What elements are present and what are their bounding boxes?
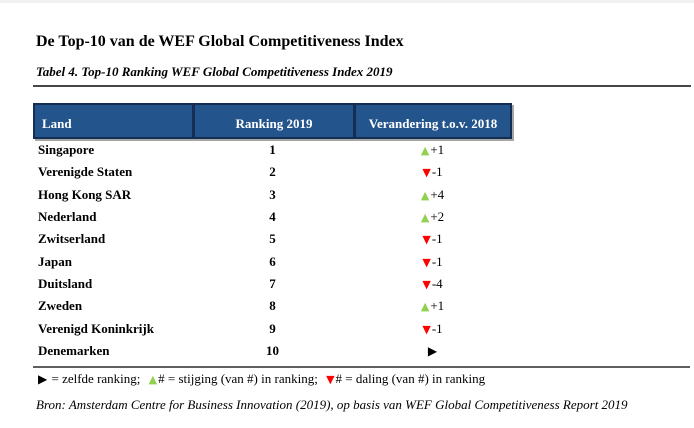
change-cell: ▶: [353, 343, 512, 359]
legend-text: # = daling (van #) in ranking: [335, 371, 486, 386]
table-bottom-rule: [33, 366, 690, 368]
up-triangle-icon: ▲: [420, 144, 430, 158]
country-cell: Japan: [38, 253, 72, 269]
change-cell: ▲+1: [353, 298, 512, 314]
country-cell: Zwitserland: [38, 231, 106, 247]
ranking-cell: 3: [269, 186, 276, 202]
up-triangle-icon: ▲: [420, 300, 430, 314]
ranking-cell: 4: [269, 209, 276, 225]
column-header-ranking-2019: Ranking 2019: [192, 105, 353, 137]
table-caption: Tabel 4. Top-10 Ranking WEF Global Compe…: [36, 64, 393, 79]
country-cell: Zweden: [38, 298, 83, 314]
country-cell: Verenigde Staten: [38, 164, 133, 180]
column-header-land: Land: [42, 116, 72, 131]
table-row: Nederland 4 ▲+2: [33, 206, 512, 228]
table-row: Verenigd Koninkrijk 9 ▼-1: [33, 317, 512, 339]
change-cell: ▼-4: [353, 276, 512, 292]
same-triangle-icon: ▶: [38, 372, 48, 386]
down-triangle-icon: ▼: [422, 233, 431, 247]
up-triangle-icon: ▲: [420, 188, 430, 202]
country-cell: Duitsland: [38, 275, 93, 291]
same-triangle-icon: ▶: [427, 343, 438, 358]
down-triangle-icon: ▼: [422, 277, 431, 291]
column-header-verandering: Verandering t.o.v. 2018: [353, 105, 510, 137]
table-row: Zweden 8 ▲+1: [33, 295, 512, 317]
table-row: Hong Kong SAR 3 ▲+4: [33, 184, 512, 206]
change-value: -1: [431, 253, 443, 269]
change-cell: ▲+1: [353, 142, 512, 158]
down-triangle-icon: ▼: [422, 322, 431, 336]
legend: ▶ = zelfde ranking; ▲# = stijging (van #…: [38, 371, 485, 387]
change-value: -1: [431, 164, 443, 180]
table-row: Verenigde Staten 2 ▼-1: [33, 161, 512, 183]
change-cell: ▲+4: [353, 187, 512, 203]
country-cell: Denemarken: [38, 342, 110, 358]
page-top-edge: [0, 0, 694, 3]
change-value: -1: [431, 231, 443, 247]
caption-rule: [33, 85, 691, 87]
ranking-cell: 5: [269, 231, 276, 247]
change-cell: ▼-1: [353, 231, 512, 247]
legend-text: # = stijging (van #) in ranking;: [158, 371, 322, 386]
change-cell: ▼-1: [353, 164, 512, 180]
ranking-cell: 10: [266, 342, 279, 358]
ranking-cell: 6: [269, 253, 276, 269]
change-cell: ▲+2: [353, 209, 512, 225]
down-triangle-icon: ▼: [422, 255, 431, 269]
change-value: -4: [431, 275, 443, 291]
ranking-cell: 2: [269, 164, 276, 180]
down-triangle-icon: ▼: [422, 166, 431, 180]
country-cell: Singapore: [38, 142, 95, 158]
source-note: Bron: Amsterdam Centre for Business Inno…: [36, 397, 628, 412]
legend-text: = zelfde ranking;: [48, 371, 144, 386]
down-triangle-icon: ▼: [326, 373, 335, 386]
ranking-cell: 9: [269, 320, 276, 336]
table-row: Zwitserland 5 ▼-1: [33, 228, 512, 250]
change-value: -1: [431, 320, 443, 336]
change-cell: ▼-1: [353, 254, 512, 270]
page-title: De Top-10 van de WEF Global Competitiven…: [36, 33, 404, 50]
up-triangle-icon: ▲: [420, 211, 430, 225]
table-body: Singapore 1 ▲+1 Verenigde Staten 2 ▼-1 Hong Ko…: [33, 139, 512, 362]
change-value: +4: [430, 186, 445, 202]
table-header-row: Land Ranking 2019 Verandering t.o.v. 201…: [33, 103, 512, 139]
country-cell: Hong Kong SAR: [38, 186, 132, 202]
table-row: Denemarken 10 ▶: [33, 340, 512, 362]
change-value: +1: [430, 298, 445, 314]
table-row: Japan 6 ▼-1: [33, 250, 512, 272]
change-cell: ▼-1: [353, 321, 512, 337]
ranking-cell: 7: [269, 275, 276, 291]
ranking-cell: 8: [269, 298, 276, 314]
country-cell: Nederland: [38, 209, 97, 225]
country-cell: Verenigd Koninkrijk: [38, 320, 154, 336]
table-row: Singapore 1 ▲+1: [33, 139, 512, 161]
table-row: Duitsland 7 ▼-4: [33, 273, 512, 295]
change-value: +2: [430, 209, 445, 225]
up-triangle-icon: ▲: [148, 373, 158, 386]
ranking-cell: 1: [269, 142, 276, 158]
change-value: +1: [430, 142, 445, 158]
